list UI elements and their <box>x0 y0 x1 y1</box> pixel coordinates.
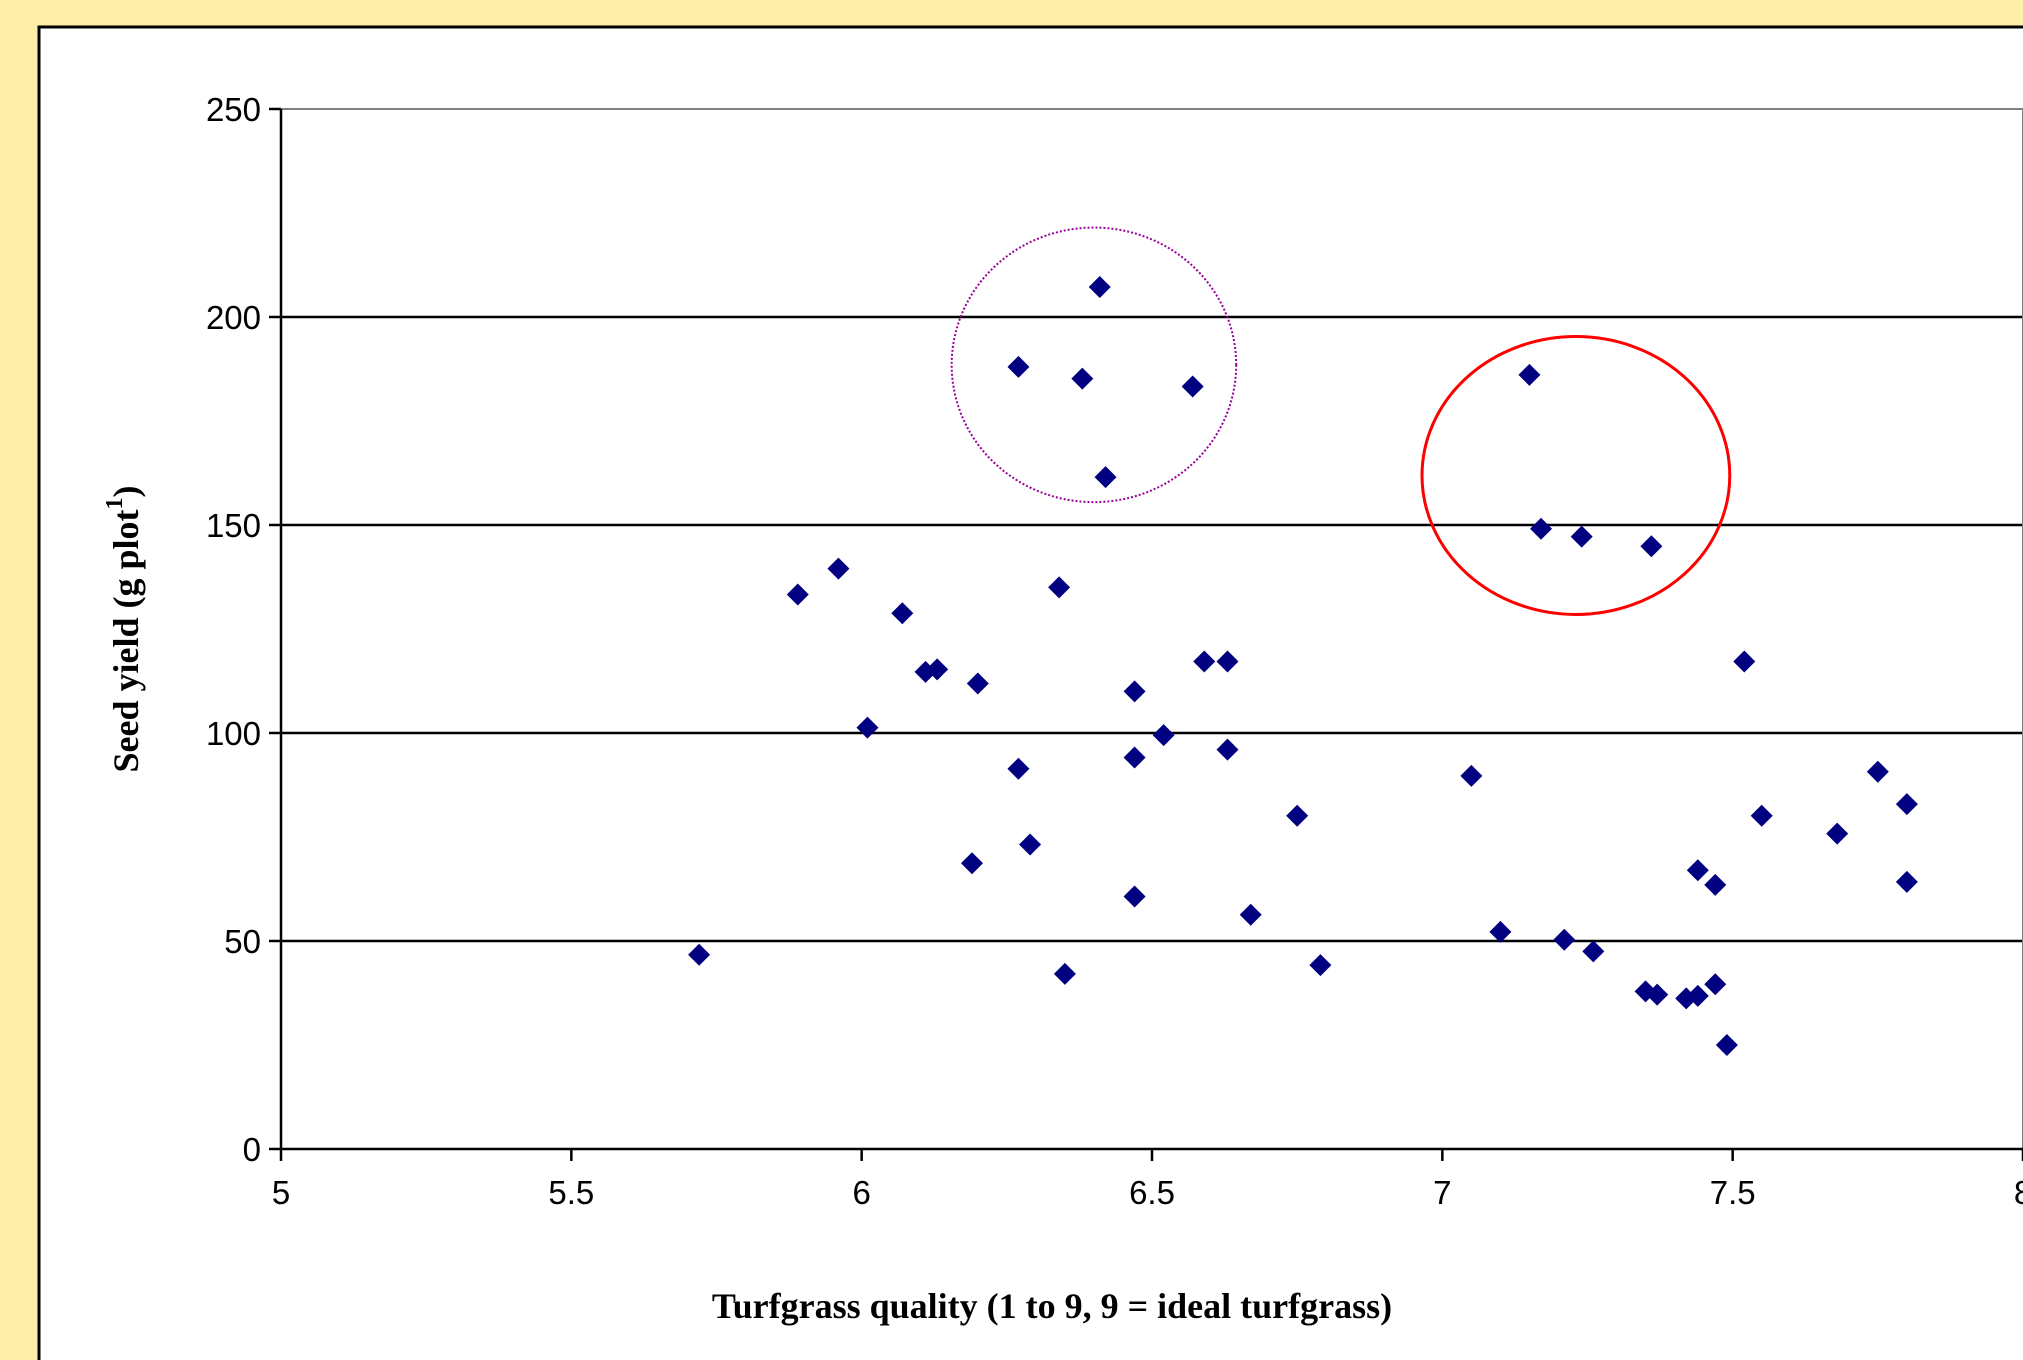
data-point <box>1007 757 1030 780</box>
data-point <box>1181 375 1204 398</box>
x-tick-label: 5.5 <box>548 1174 594 1211</box>
gridlines <box>281 315 2023 943</box>
data-point <box>891 602 914 625</box>
data-point <box>1123 680 1146 703</box>
data-point <box>926 658 949 681</box>
x-axis-title: Turfgrass quality (1 to 9, 9 = ideal tur… <box>712 1286 1392 1326</box>
data-points <box>688 276 1918 1056</box>
y-axis-title-sup: 1 <box>102 497 128 509</box>
y-tick-label: 50 <box>224 923 261 960</box>
red-circle-annotation <box>1420 335 1732 616</box>
data-point <box>960 852 983 875</box>
data-point <box>1071 367 1094 390</box>
data-point <box>1286 804 1309 827</box>
data-point <box>1309 954 1332 977</box>
data-point <box>1826 822 1849 845</box>
data-point <box>1123 885 1146 908</box>
data-point <box>1239 903 1262 926</box>
axes <box>269 107 2023 1161</box>
data-point <box>1715 1034 1738 1056</box>
data-point <box>1094 466 1117 489</box>
data-point <box>1750 804 1773 827</box>
y-tick-label: 100 <box>206 715 261 752</box>
data-point <box>1489 920 1512 943</box>
data-point <box>1216 738 1239 761</box>
data-point <box>1895 793 1918 816</box>
data-point <box>1553 928 1576 951</box>
tick-labels: 0 50 100 150 200 250 5 5.5 6 6.5 7 7.5 8 <box>206 91 2023 1211</box>
data-point <box>1088 276 1111 299</box>
data-point <box>1216 650 1239 673</box>
data-point <box>1686 984 1709 1007</box>
chart-frame <box>37 25 2023 1360</box>
x-tick-label: 6.5 <box>1129 1174 1175 1211</box>
data-point <box>1686 859 1709 882</box>
y-tick-label: 0 <box>243 1131 261 1168</box>
data-point <box>1640 535 1663 558</box>
y-axis-title-main: Seed yield (g plot <box>106 509 146 772</box>
data-point <box>856 716 879 739</box>
x-tick-label: 6 <box>852 1174 870 1211</box>
data-point <box>1570 525 1593 548</box>
annotations <box>950 226 1732 616</box>
data-point <box>1646 983 1669 1006</box>
data-point <box>1123 746 1146 769</box>
data-point <box>1530 517 1553 540</box>
data-point <box>1866 760 1889 783</box>
data-point <box>1518 363 1541 386</box>
data-point <box>1733 650 1756 673</box>
x-tick-label: 7.5 <box>1710 1174 1756 1211</box>
data-point <box>1019 833 1042 856</box>
data-point <box>827 557 850 580</box>
data-point <box>1048 576 1071 599</box>
dotted-circle-annotation <box>950 226 1238 504</box>
data-point <box>1193 650 1216 673</box>
data-point <box>1704 973 1727 996</box>
data-point <box>1053 962 1076 985</box>
data-point <box>966 672 989 695</box>
x-tick-label: 8 <box>2014 1174 2023 1211</box>
data-point <box>688 943 711 966</box>
y-axis-title: Seed yield (g plot1) <box>102 485 146 772</box>
x-tick-label: 5 <box>272 1174 290 1211</box>
data-point <box>786 583 809 606</box>
y-tick-label: 150 <box>206 507 261 544</box>
y-axis-title-end: ) <box>106 485 146 497</box>
data-point <box>1007 355 1030 378</box>
data-point <box>1460 764 1483 787</box>
x-tick-label: 7 <box>1433 1174 1451 1211</box>
y-tick-label: 200 <box>206 299 261 336</box>
y-tick-label: 250 <box>206 91 261 128</box>
data-point <box>1152 724 1175 747</box>
data-point <box>1582 940 1605 963</box>
data-point <box>1704 873 1727 896</box>
data-point <box>1895 870 1918 893</box>
